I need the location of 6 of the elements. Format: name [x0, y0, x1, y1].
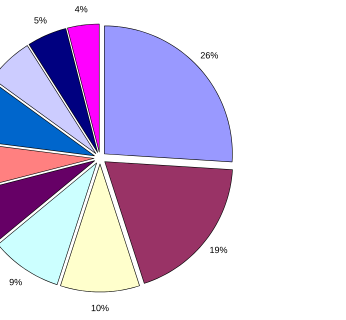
data-label: 5%: [34, 17, 47, 24]
data-label: 10%: [92, 304, 109, 312]
data-label: 4%: [74, 6, 88, 12]
data-label: 26%: [200, 52, 218, 58]
data-label: 9%: [10, 278, 22, 286]
data-label: 19%: [210, 246, 228, 254]
